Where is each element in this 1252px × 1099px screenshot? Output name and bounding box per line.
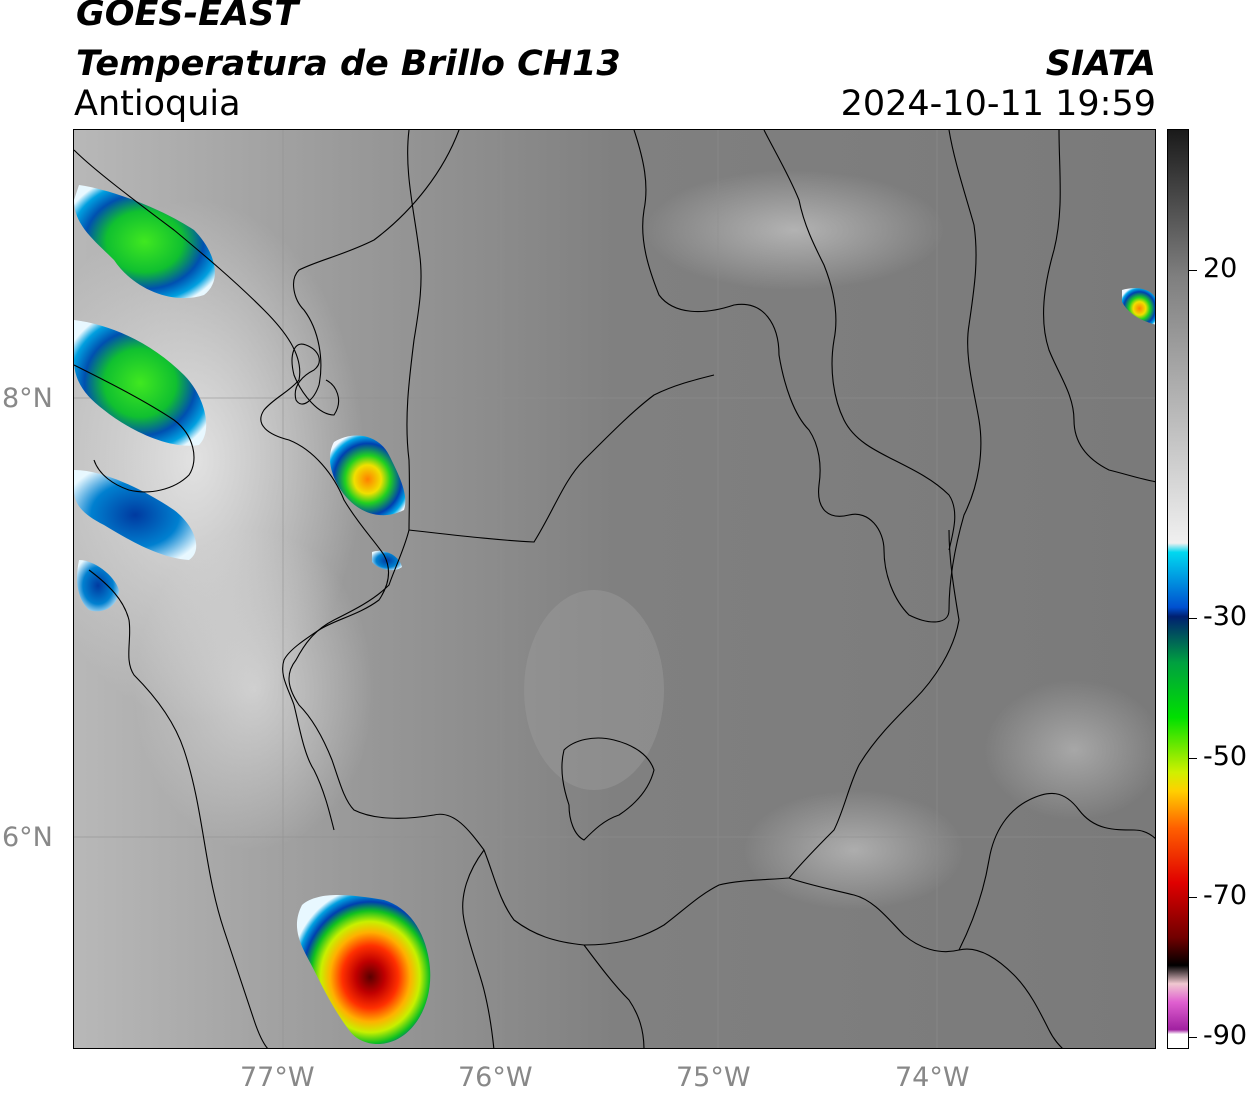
border-norte-santander — [1043, 130, 1155, 483]
border-santander — [948, 130, 982, 611]
border-cordoba — [406, 130, 422, 531]
satellite-map[interactable] — [73, 129, 1156, 1049]
coastline-caribbean — [291, 130, 460, 416]
border-antioquia-north — [408, 374, 715, 543]
product-title: Temperatura de Brillo CH13 — [76, 44, 621, 84]
storm-cell-north-3 — [74, 470, 197, 560]
colorbar-tick — [1189, 758, 1197, 759]
colorbar-tick — [1189, 1037, 1197, 1038]
colorbar-label-20: 20 — [1203, 253, 1238, 284]
border-cesar — [763, 130, 956, 551]
organization-label: SIATA — [1045, 44, 1156, 84]
border-antioquia-south — [583, 877, 790, 946]
border-choco-south — [462, 849, 495, 1048]
coastline-pacific — [74, 149, 390, 831]
colorbar-label-minus90: -90 — [1203, 1020, 1248, 1051]
storm-cell-uraba — [329, 435, 406, 516]
border-bolivar — [633, 130, 950, 623]
colorbar-label-minus50: -50 — [1203, 741, 1248, 772]
satellite-title: GOES-EAST — [76, 0, 299, 34]
border-risaralda — [583, 944, 645, 1048]
longitude-label-77w: 77°W — [240, 1062, 315, 1093]
map-canvas — [74, 130, 1155, 1048]
latitude-label-6n: 6°N — [2, 822, 53, 853]
valley-warm-area — [524, 590, 664, 790]
latitude-label-8n: 8°N — [2, 383, 53, 414]
storm-cell-south — [296, 895, 431, 1045]
border-antioquia-west — [288, 529, 585, 946]
border-cundinamarca — [958, 792, 1155, 951]
longitude-label-76w: 76°W — [458, 1062, 533, 1093]
colorbar-tick — [1189, 897, 1197, 898]
timestamp-label: 2024-10-11 19:59 — [840, 84, 1156, 124]
coastline-west-inlet — [74, 364, 195, 493]
storm-cell-north-1 — [74, 185, 215, 299]
longitude-label-75w: 75°W — [676, 1062, 751, 1093]
colorbar-label-minus70: -70 — [1203, 880, 1248, 911]
colorbar-tick — [1189, 618, 1197, 619]
region-label: Antioquia — [74, 84, 241, 124]
border-enclave — [561, 737, 655, 841]
storm-cell-north-2 — [74, 320, 207, 446]
cloud-haze-southwest — [134, 530, 374, 850]
border-antioquia-east — [788, 529, 960, 879]
colorbar-label-minus30: -30 — [1203, 601, 1248, 632]
colorbar-tick — [1189, 270, 1197, 271]
cloud-haze-east — [744, 790, 964, 910]
longitude-label-74w: 74°W — [895, 1062, 970, 1093]
graticule — [74, 130, 1155, 1048]
storm-cell-east — [1122, 288, 1155, 325]
colorbar — [1167, 129, 1189, 1049]
storm-cell-north-4 — [77, 560, 119, 612]
boundaries — [74, 130, 1155, 1048]
cloud-haze-far-east — [984, 680, 1155, 820]
cloud-haze-north — [644, 170, 944, 290]
coastline-south-west — [88, 569, 268, 1048]
